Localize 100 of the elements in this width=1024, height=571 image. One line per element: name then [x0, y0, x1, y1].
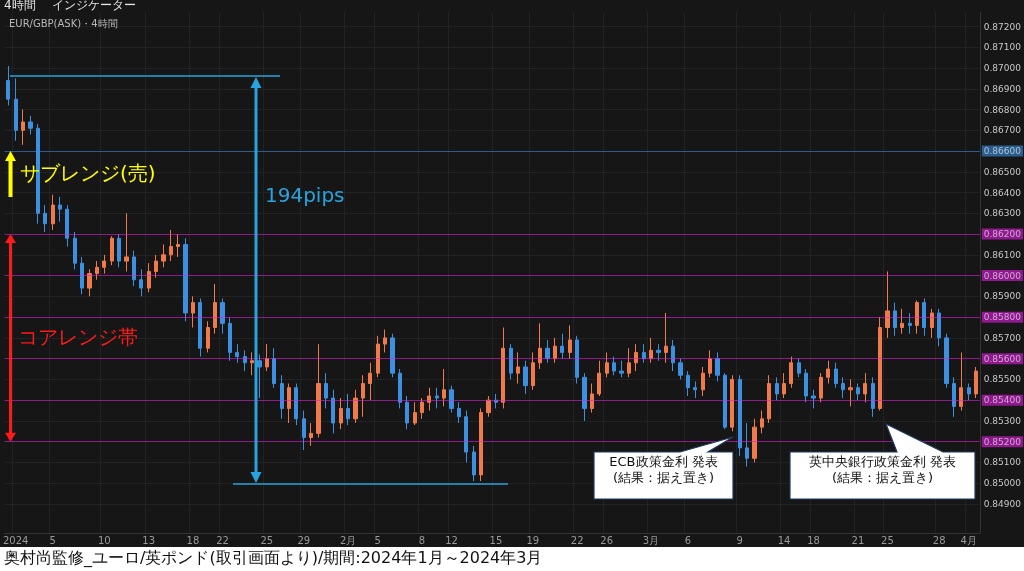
candlestick: [723, 372, 727, 430]
x-tick-label: 18: [807, 534, 820, 546]
x-tick-label: 26: [600, 534, 614, 546]
candlestick: [117, 233, 121, 268]
ref-line-label: 0.86000: [983, 270, 1022, 281]
candlestick: [908, 312, 912, 335]
candlestick: [420, 397, 424, 420]
candlestick: [302, 410, 306, 451]
candlestick: [708, 349, 712, 378]
candlestick: [169, 229, 173, 262]
candlestick: [752, 418, 757, 463]
y-tick-label: 0.85500: [983, 374, 1022, 385]
y-tick-label: 0.87000: [983, 63, 1022, 74]
candlestick: [132, 250, 136, 287]
y-tick-label: 0.85900: [983, 291, 1022, 302]
candlestick: [826, 360, 830, 385]
candlestick: [701, 366, 705, 397]
candlestick: [642, 343, 646, 364]
text: インジケーター: [52, 0, 136, 13]
text: 4時間: [4, 0, 36, 13]
candlestick: [376, 335, 380, 378]
x-tick-label: 13: [142, 534, 156, 546]
candlestick: [745, 422, 749, 468]
candlestick: [523, 360, 528, 395]
candlestick: [176, 233, 180, 258]
candlestick: [944, 333, 949, 389]
candlestick: [213, 283, 217, 335]
x-tick-label: 5: [49, 534, 56, 546]
y-tick-label: 0.86700: [983, 125, 1022, 136]
candlestick: [509, 343, 513, 380]
candlestick: [900, 308, 904, 335]
candlestick: [265, 343, 269, 372]
x-tick-label: 29: [297, 534, 311, 546]
candlestick: [715, 351, 720, 382]
x-tick-label: 9: [736, 534, 743, 546]
candlestick: [848, 378, 853, 407]
candlestick: [110, 235, 114, 266]
candlestick: [95, 260, 99, 281]
candlestick: [206, 320, 210, 353]
y-tick-label: 0.84900: [983, 498, 1022, 509]
x-tick-label: 14: [777, 534, 791, 546]
candlestick: [819, 372, 823, 403]
candlestick: [575, 335, 579, 385]
candlestick: [959, 351, 963, 412]
candlestick: [738, 374, 742, 457]
x-tick-label: 28: [932, 534, 946, 546]
candlestick: [871, 376, 875, 418]
candlestick: [627, 347, 631, 378]
candlestick: [80, 256, 84, 295]
candlestick: [516, 351, 520, 385]
candlestick: [324, 372, 328, 409]
candlestick: [937, 308, 941, 347]
candlestick: [804, 368, 808, 403]
candlestick: [147, 262, 151, 293]
candlestick: [797, 358, 801, 378]
candlestick: [693, 380, 697, 399]
candlestick: [331, 389, 335, 434]
candlestick: [316, 343, 321, 439]
candlestick: [405, 395, 409, 430]
y-tick-label: 0.86500: [983, 166, 1022, 177]
candlestick: [154, 254, 158, 279]
x-tick-label: 25: [881, 534, 894, 546]
candlestick: [686, 370, 690, 397]
y-tick-label: 0.85700: [983, 332, 1022, 343]
candlestick: [6, 65, 10, 106]
candlestick: [649, 337, 653, 364]
candlestick: [560, 333, 564, 360]
candlestick: [339, 397, 343, 430]
candlestick: [671, 339, 675, 372]
x-tick-label: 8: [418, 534, 426, 546]
candlestick: [486, 395, 491, 418]
candlestick: [361, 374, 365, 418]
candlestick: [664, 312, 668, 364]
x-tick-label: 10: [97, 534, 111, 546]
candlestick: [87, 268, 92, 297]
candlestick: [775, 376, 779, 401]
candlestick: [619, 360, 624, 378]
candlestick: [73, 231, 77, 270]
ref-line-label: 0.85800: [983, 312, 1022, 323]
candlestick: [678, 358, 683, 380]
candlestick: [198, 297, 202, 358]
candlestick: [272, 347, 276, 389]
candlestick: [398, 368, 402, 409]
candlestick: [885, 270, 890, 339]
annotation: 194pips: [265, 183, 345, 207]
candlestick: [494, 393, 498, 409]
candlestick: [28, 115, 33, 135]
x-tick-label: 21: [851, 534, 865, 546]
candlestick: [553, 337, 557, 364]
candlestick: [545, 339, 550, 364]
ref-line-label: 0.86600: [983, 146, 1022, 157]
candlestick: [65, 204, 69, 248]
candlestick: [782, 372, 786, 399]
candlestick: [730, 374, 734, 432]
y-tick-label: 0.86400: [983, 187, 1022, 198]
candlestick: [612, 356, 616, 376]
candlestick: [597, 360, 601, 397]
y-tick-label: 0.86800: [983, 104, 1022, 115]
candlestick: [915, 300, 919, 335]
candlestick: [353, 389, 358, 424]
